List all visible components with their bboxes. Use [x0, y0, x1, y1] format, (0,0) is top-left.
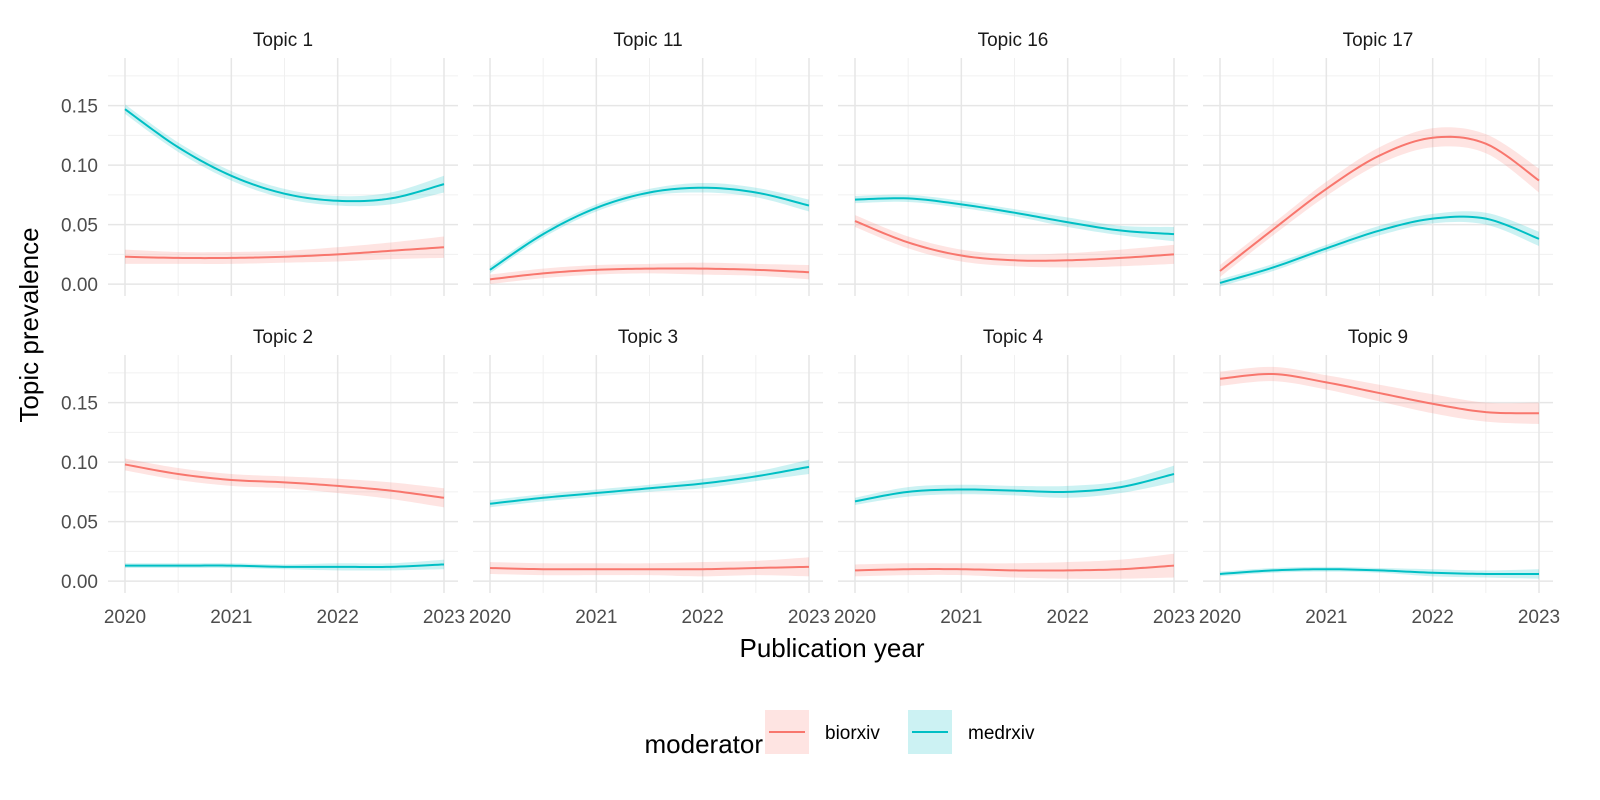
- y-tick-label: 0.00: [61, 572, 98, 593]
- y-tick-label: 0.05: [61, 513, 98, 534]
- confidence-band-medrxiv: [1220, 211, 1539, 287]
- y-tick-label: 0.15: [61, 97, 98, 118]
- x-tick-label: 2023: [1518, 607, 1560, 628]
- x-tick-label: 2022: [317, 607, 359, 628]
- series-line-biorxiv: [489, 565, 810, 571]
- x-tick-label: 2020: [104, 607, 146, 628]
- facet-title: Topic 9: [1348, 327, 1408, 348]
- series-line-biorxiv: [854, 220, 1175, 262]
- facet-title: Topic 1: [253, 30, 313, 51]
- x-tick-label: 2020: [469, 607, 511, 628]
- series-line-biorxiv: [489, 267, 810, 281]
- x-tick-label: 2022: [1412, 607, 1454, 628]
- facet-panel: Topic 4 2020 2021 2022 2023: [834, 327, 1195, 628]
- series-line-medrxiv: [1219, 568, 1539, 576]
- y-tick-label: 0.10: [61, 453, 98, 474]
- facet-panel: Topic 9 2020 2021 2022 2023: [1199, 327, 1560, 628]
- legend-item-biorxiv: biorxiv: [765, 710, 880, 754]
- y-tick-label: 0.15: [61, 394, 98, 415]
- facet-panel: Topic 11: [473, 30, 823, 296]
- y-tick-label: 0.10: [61, 156, 98, 177]
- series-line-medrxiv: [1219, 215, 1540, 284]
- series-line-biorxiv: [854, 564, 1175, 572]
- legend-label: medrxiv: [968, 723, 1035, 744]
- facet-panel: Topic 3 2020 2021 2022 2023: [469, 327, 830, 628]
- facet-title: Topic 11: [613, 30, 682, 51]
- series-line-medrxiv: [489, 186, 810, 271]
- x-tick-label: 2021: [210, 607, 252, 628]
- confidence-band-biorxiv: [1220, 366, 1539, 425]
- legend-item-medrxiv: medrxiv: [908, 710, 1035, 754]
- confidence-band-medrxiv: [855, 194, 1174, 242]
- series-line-biorxiv: [124, 463, 445, 499]
- facet-title: Topic 16: [978, 30, 1049, 51]
- facet-title: Topic 2: [253, 327, 313, 348]
- x-tick-label: 2021: [940, 607, 982, 628]
- series-line-medrxiv: [124, 108, 445, 203]
- legend-items: biorxiv medrxiv: [765, 710, 1035, 754]
- series-line-medrxiv: [125, 563, 445, 569]
- series-line-medrxiv: [854, 197, 1175, 236]
- facet-panel: Topic 1 0.00 0.05 0.10 0.15: [61, 30, 458, 296]
- x-tick-label: 2023: [1153, 607, 1195, 628]
- x-tick-label: 2023: [423, 607, 465, 628]
- legend-label: biorxiv: [825, 723, 880, 744]
- legend: moderator biorxiv medrxiv: [645, 710, 1035, 759]
- confidence-band-biorxiv: [490, 262, 809, 285]
- facet-panel: Topic 2 0.00 0.05 0.10 0.15 2020 2021 2022 2023: [61, 327, 465, 628]
- y-axis-title: Topic prevalence: [14, 227, 44, 422]
- confidence-band-medrxiv: [125, 104, 444, 207]
- confidence-band-biorxiv: [1220, 127, 1539, 277]
- x-tick-label: 2023: [788, 607, 830, 628]
- confidence-band-medrxiv: [855, 465, 1174, 505]
- series-line-biorxiv: [124, 246, 445, 260]
- x-tick-label: 2021: [575, 607, 617, 628]
- x-tick-label: 2020: [1199, 607, 1241, 628]
- facet-panel: Topic 16: [838, 30, 1188, 296]
- facet-panels: Topic 1 0.00 0.05 0.10 0.15 Topic 11 Topic 16 T…: [61, 30, 1560, 628]
- x-tick-label: 2022: [1047, 607, 1089, 628]
- confidence-band-biorxiv: [855, 215, 1174, 268]
- facet-title: Topic 3: [618, 327, 678, 348]
- legend-title: moderator: [645, 729, 764, 759]
- x-tick-label: 2021: [1305, 607, 1347, 628]
- y-tick-label: 0.00: [61, 275, 98, 296]
- series-line-biorxiv: [1219, 372, 1540, 415]
- confidence-band-biorxiv: [490, 557, 809, 577]
- x-tick-label: 2020: [834, 607, 876, 628]
- facet-panel: Topic 17: [1203, 30, 1553, 296]
- facet-title: Topic 4: [983, 327, 1044, 348]
- series-line-biorxiv: [1219, 135, 1540, 272]
- x-axis-title: Publication year: [740, 633, 925, 663]
- series-line-medrxiv: [854, 473, 1175, 503]
- x-tick-label: 2022: [682, 607, 724, 628]
- facet-title: Topic 17: [1343, 30, 1414, 51]
- confidence-band-biorxiv: [855, 553, 1174, 579]
- y-tick-label: 0.05: [61, 216, 98, 237]
- series-line-medrxiv: [489, 465, 810, 505]
